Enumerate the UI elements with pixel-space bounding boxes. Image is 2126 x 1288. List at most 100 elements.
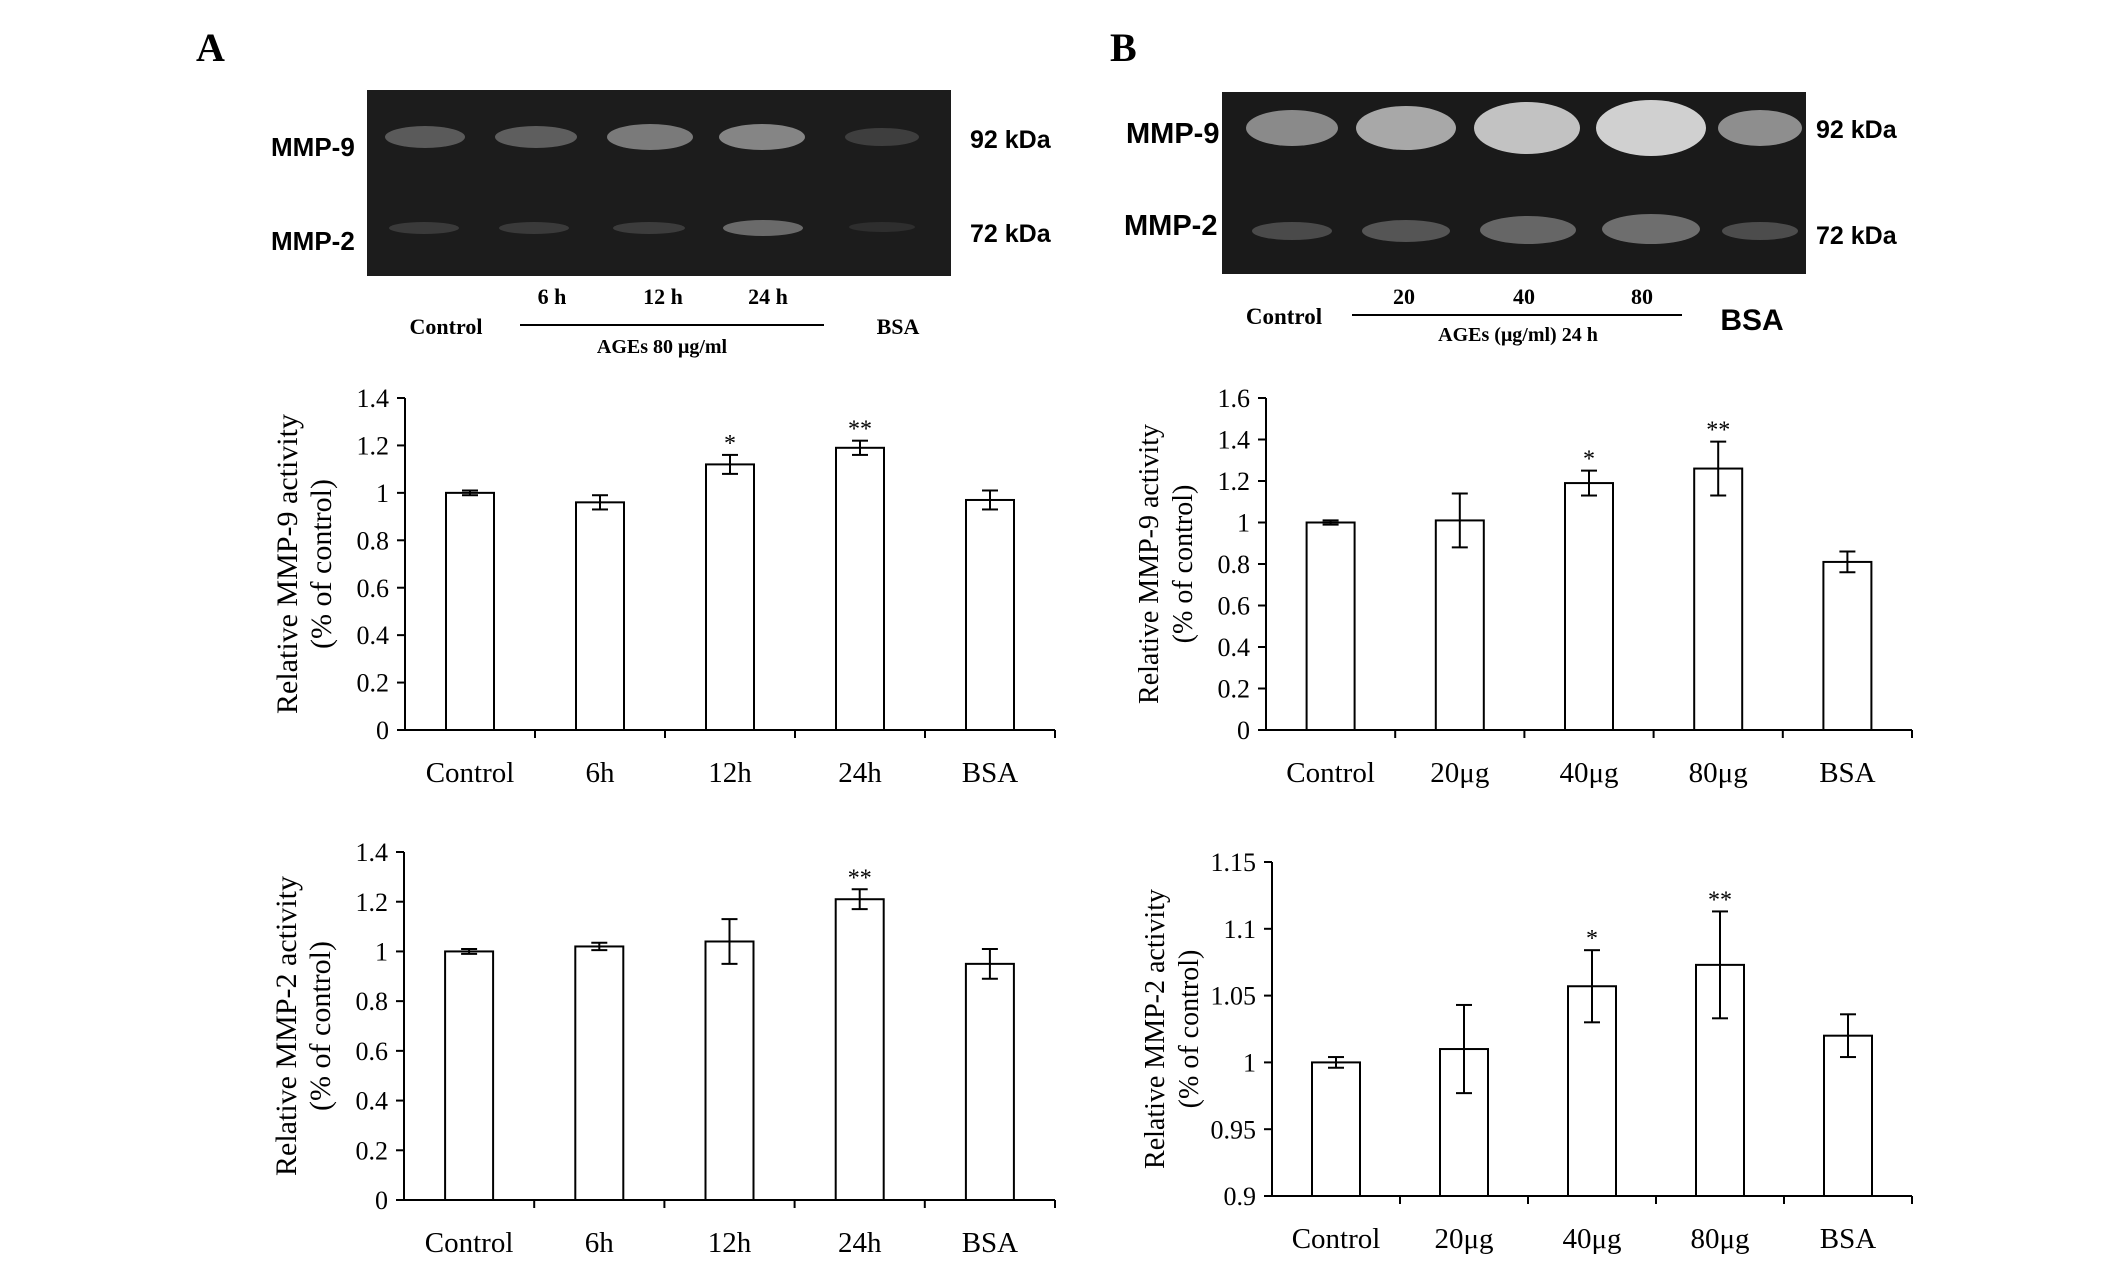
x-category-label: BSA <box>1820 1223 1876 1255</box>
x-category-label: 24h <box>838 757 882 789</box>
bar <box>964 962 1015 1201</box>
gel-band <box>385 126 465 148</box>
gel-band <box>1602 214 1700 244</box>
kda-92-label: 92 kDa <box>1816 116 1897 144</box>
y-tick-label: 0.8 <box>356 987 389 1016</box>
y-tick-label: 0.4 <box>357 621 390 650</box>
panel-letter-a: A <box>196 25 225 70</box>
x-category-label: Control <box>425 1227 514 1259</box>
y-tick-label: 1.2 <box>357 432 390 461</box>
lane-label: 24 h <box>748 284 788 309</box>
y-tick-label: 1.1 <box>1224 915 1257 944</box>
bar <box>1311 1061 1361 1198</box>
x-category-label: 6h <box>586 757 616 789</box>
y-axis-label: (% of control) <box>1174 950 1205 1109</box>
y-tick-label: 1 <box>375 938 388 967</box>
y-tick-label: 0 <box>375 1186 388 1215</box>
y-tick-label: 0.2 <box>357 669 390 698</box>
gel-image-a <box>367 90 951 276</box>
y-tick-label: 0.2 <box>356 1136 389 1165</box>
x-category-label: 12h <box>708 1227 752 1259</box>
y-tick-label: 0.8 <box>1218 550 1251 579</box>
x-category-label: 80μg <box>1690 1223 1749 1255</box>
y-tick-label: 0.8 <box>357 526 390 555</box>
y-tick-label: 0.2 <box>1218 675 1251 704</box>
x-category-label: 20μg <box>1434 1223 1493 1255</box>
gel-band <box>1246 110 1338 146</box>
lane-label: 80 <box>1631 284 1653 309</box>
gel-band <box>1596 100 1706 156</box>
y-tick-label: 1.4 <box>1218 426 1251 455</box>
lane-label: 40 <box>1513 284 1535 309</box>
bar <box>1434 519 1485 731</box>
x-category-label: 12h <box>708 757 752 789</box>
gel-band <box>1480 216 1576 244</box>
y-tick-label: 0.95 <box>1211 1115 1257 1144</box>
mmp9-label: MMP-9 <box>271 132 355 162</box>
lane-label-bsa: BSA <box>876 314 920 339</box>
y-tick-label: 1.05 <box>1211 982 1257 1011</box>
gel-band <box>1722 222 1798 240</box>
y-tick-label: 0 <box>376 716 389 745</box>
significance-marker: ** <box>848 865 872 891</box>
bar <box>1822 560 1873 731</box>
bar <box>1564 482 1614 732</box>
y-tick-label: 1 <box>1237 509 1250 538</box>
gel-band <box>1356 106 1456 150</box>
x-category-label: 40μg <box>1562 1223 1621 1255</box>
gel-band <box>389 222 459 234</box>
x-category-label: 80μg <box>1689 757 1748 789</box>
gel-band <box>845 128 919 146</box>
gel-image-b <box>1222 92 1806 274</box>
bar <box>1823 1034 1873 1198</box>
significance-marker: ** <box>1706 418 1730 444</box>
y-tick-label: 1 <box>1243 1049 1256 1078</box>
mmp9-label: MMP-9 <box>1126 118 1220 150</box>
gel-band <box>613 222 685 234</box>
gel-band <box>1474 102 1580 154</box>
lane-label-control: Control <box>1245 304 1323 329</box>
lane-label-control: Control <box>409 314 483 339</box>
x-category-label: 40μg <box>1559 757 1618 789</box>
x-category-label: Control <box>1286 757 1375 789</box>
panel-letter-b: B <box>1110 25 1137 70</box>
significance-marker: ** <box>848 417 872 443</box>
lane-label: 20 <box>1393 284 1415 309</box>
gel-band <box>1252 222 1332 240</box>
significance-marker: * <box>724 431 736 457</box>
x-category-label: 6h <box>585 1227 615 1259</box>
gel-band <box>607 124 693 150</box>
gel-band <box>719 124 805 150</box>
gel-band <box>499 222 569 234</box>
y-tick-label: 1.2 <box>1218 467 1251 496</box>
lane-label-bsa: BSA <box>1720 304 1784 337</box>
bar <box>574 945 625 1202</box>
bar <box>835 446 885 731</box>
y-axis-label: Relative MMP-9 activity <box>1134 424 1165 704</box>
x-category-label: BSA <box>962 757 1018 789</box>
condition-bracket-line <box>1352 314 1682 316</box>
y-axis-label: (% of control) <box>1168 485 1199 644</box>
y-tick-label: 0.6 <box>1218 592 1251 621</box>
x-category-label: BSA <box>1819 757 1875 789</box>
y-axis-label: (% of control) <box>305 479 338 649</box>
y-axis-label: Relative MMP-9 activity <box>271 414 304 714</box>
kda-72-label: 72 kDa <box>1816 222 1897 250</box>
y-tick-label: 1.6 <box>1218 384 1251 413</box>
significance-marker: ** <box>1708 887 1732 913</box>
y-tick-label: 0 <box>1237 716 1250 745</box>
lane-label: 6 h <box>537 284 567 309</box>
condition-label: AGEs 80 μg/ml <box>596 336 728 358</box>
bar <box>704 940 755 1201</box>
gel-band <box>723 220 803 236</box>
x-category-label: Control <box>1292 1223 1381 1255</box>
bar <box>965 498 1015 731</box>
y-axis-label: Relative MMP-2 activity <box>1140 889 1171 1169</box>
bar <box>1693 467 1744 731</box>
y-tick-label: 1.4 <box>357 384 390 413</box>
y-tick-label: 1 <box>376 479 389 508</box>
